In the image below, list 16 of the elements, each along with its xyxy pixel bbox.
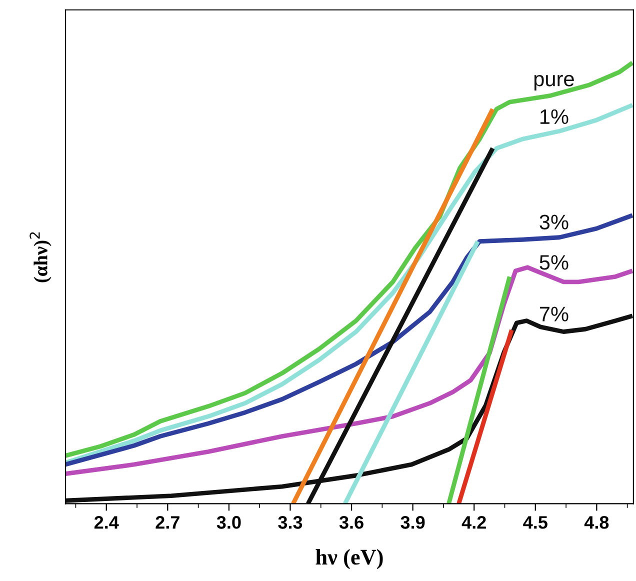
series-label: 3% [540,214,568,230]
x-axis-title: hν (eV) [316,549,383,570]
x-tick-label: 4.8 [584,516,609,529]
x-tick-label: 3.3 [278,516,302,529]
series-label: 7% [540,306,568,322]
x-tick-label: 2.4 [94,516,119,529]
x-tick-label: 3.9 [400,516,425,529]
series-label: pure [534,74,574,90]
x-tick-label: 2.7 [156,516,180,529]
y-axis-title: (αhν)$^{2}$ [30,232,52,282]
x-tick-label: 4.5 [523,516,548,529]
series-label: 1% [540,109,568,124]
x-tick-label: 3.0 [216,516,241,529]
x-tick-label: 3.6 [339,516,364,529]
x-tick-label: 4.2 [462,516,486,529]
series-label: 5% [540,255,568,270]
